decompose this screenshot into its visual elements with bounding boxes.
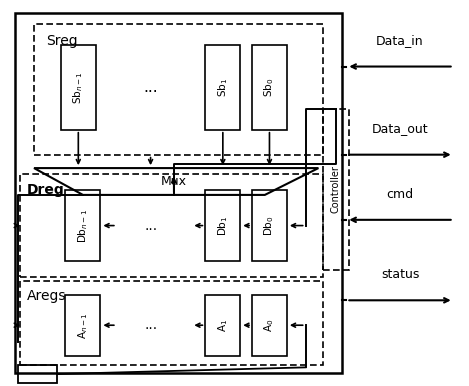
Bar — [61, 46, 96, 130]
Bar — [15, 13, 342, 373]
Text: Sb$_{n-1}$: Sb$_{n-1}$ — [71, 71, 85, 104]
Bar — [252, 46, 287, 130]
Bar — [323, 109, 349, 270]
Text: Controller: Controller — [331, 165, 341, 213]
Bar — [66, 295, 100, 356]
Text: A$_{n-1}$: A$_{n-1}$ — [76, 312, 90, 339]
Text: Mux: Mux — [161, 175, 187, 188]
Text: Sreg: Sreg — [45, 34, 77, 48]
Text: ...: ... — [144, 218, 157, 233]
Bar — [205, 46, 240, 130]
Bar — [34, 24, 323, 155]
Text: Db$_0$: Db$_0$ — [263, 215, 276, 236]
Text: Dreg: Dreg — [27, 183, 65, 197]
Text: A$_1$: A$_1$ — [216, 318, 230, 332]
Text: ...: ... — [144, 318, 157, 332]
Text: A$_0$: A$_0$ — [263, 318, 276, 332]
Bar — [205, 190, 240, 261]
Text: ...: ... — [143, 80, 158, 95]
Bar — [205, 295, 240, 356]
Text: Aregs: Aregs — [27, 289, 67, 303]
Text: Data_in: Data_in — [376, 34, 424, 47]
Text: Data_out: Data_out — [372, 122, 428, 135]
Text: Sb$_1$: Sb$_1$ — [216, 78, 230, 97]
Text: Db$_1$: Db$_1$ — [216, 215, 230, 236]
Bar — [20, 174, 323, 277]
Bar — [18, 366, 57, 383]
Bar — [252, 190, 287, 261]
Text: Db$_{n-1}$: Db$_{n-1}$ — [76, 208, 90, 243]
Bar — [20, 281, 323, 366]
Text: Sb$_0$: Sb$_0$ — [263, 78, 276, 97]
Bar — [252, 295, 287, 356]
Text: cmd: cmd — [386, 188, 414, 201]
Text: status: status — [381, 268, 419, 281]
Bar — [66, 190, 100, 261]
